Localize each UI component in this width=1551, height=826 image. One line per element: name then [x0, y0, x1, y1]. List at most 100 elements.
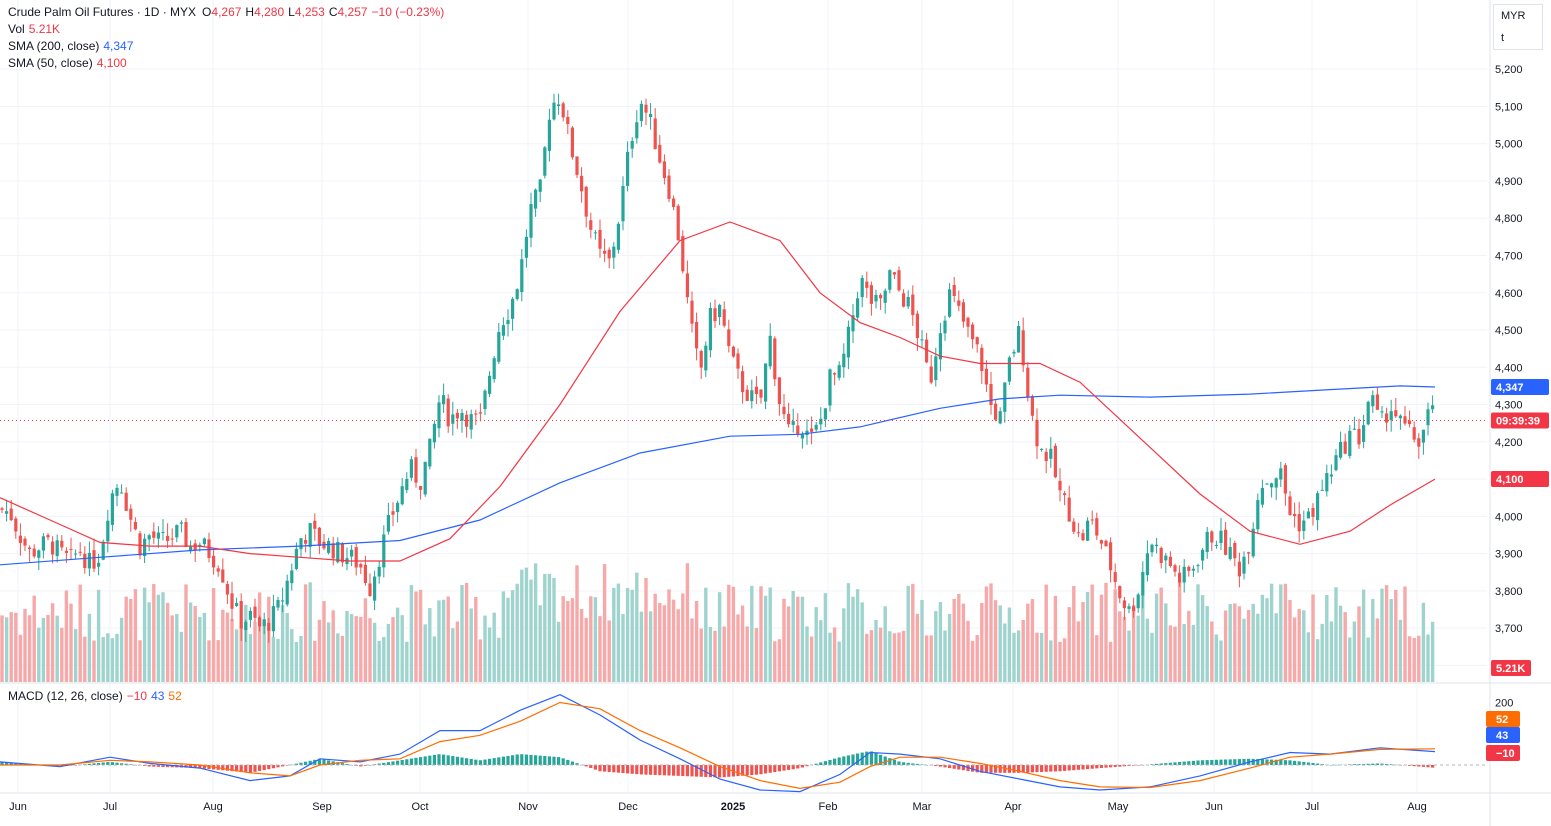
- candle-body: [718, 304, 722, 318]
- candle-body: [37, 550, 41, 558]
- volume-bar: [1343, 612, 1347, 682]
- y-tick-label: 3,800: [1495, 586, 1523, 598]
- candle-body: [92, 550, 96, 569]
- volume-bar: [211, 587, 216, 682]
- candle-body: [1141, 572, 1145, 596]
- candle-body: [175, 525, 179, 538]
- macd-hist-value: −10: [126, 689, 148, 703]
- volume-bar: [575, 565, 579, 682]
- volume-bar: [451, 628, 455, 682]
- legend-volume[interactable]: Vol 5.21K: [8, 21, 448, 38]
- volume-bar: [975, 635, 979, 682]
- y-tick-label: 5,200: [1495, 64, 1523, 76]
- candle-body: [833, 373, 837, 375]
- macd-histogram-bar: [147, 765, 151, 767]
- x-tick-label: May: [1108, 801, 1129, 813]
- candle-body: [60, 540, 64, 548]
- macd-histogram-bar: [598, 765, 602, 772]
- candle-body: [41, 536, 45, 551]
- volume-bar: [1095, 635, 1099, 682]
- y-tick-label: 5,100: [1495, 101, 1523, 113]
- legend-sma50[interactable]: SMA (50, close) 4,100: [8, 55, 448, 72]
- volume-bar: [1348, 637, 1352, 682]
- macd-legend[interactable]: MACD (12, 26, close) −10 43 52: [8, 688, 186, 705]
- candle-body: [299, 538, 303, 550]
- volume-bar: [1403, 586, 1407, 682]
- volume-bar: [823, 593, 828, 682]
- volume-bar: [1421, 602, 1426, 682]
- candle-body: [138, 533, 142, 556]
- macd-histogram-bar: [1118, 765, 1122, 767]
- macd-histogram-bar: [704, 765, 708, 777]
- candle-body: [405, 478, 409, 491]
- volume-bar: [897, 632, 901, 682]
- macd-histogram-bar: [359, 765, 363, 767]
- volume-bar: [1136, 615, 1140, 682]
- macd-histogram-bar: [961, 765, 965, 771]
- volume-bar: [262, 618, 266, 682]
- candle-body: [1127, 606, 1131, 609]
- candle-body: [1311, 508, 1315, 517]
- macd-histogram-bar: [1431, 765, 1435, 768]
- volume-bar: [556, 621, 561, 682]
- legend-sma200[interactable]: SMA (200, close) 4,347: [8, 38, 448, 55]
- volume-bar: [1182, 623, 1186, 682]
- macd-histogram-bar: [552, 756, 556, 765]
- volume-bar: [1315, 639, 1320, 682]
- volume-bar: [1145, 618, 1150, 682]
- time-axis[interactable]: Jun Jul Aug Sep Oct Nov Dec 2025 Feb Mar Apr May Jun…: [9, 801, 1427, 813]
- volume-bar: [1072, 586, 1076, 682]
- volume-bar: [1016, 630, 1021, 682]
- volume-bar: [14, 612, 18, 682]
- candle-body: [1164, 555, 1168, 561]
- currency-selector[interactable]: MYR t: [1493, 4, 1543, 50]
- candle-body: [156, 532, 160, 539]
- macd-histogram-bar: [235, 765, 239, 772]
- candle-body: [207, 539, 211, 559]
- volume-bar: [1035, 632, 1039, 682]
- macd-histogram-bar: [363, 765, 367, 766]
- candle-body: [354, 547, 358, 568]
- candle-body: [115, 487, 119, 496]
- candle-body: [1339, 441, 1343, 458]
- candle-body: [501, 325, 505, 336]
- macd-histogram-bar: [920, 764, 924, 765]
- volume-bar: [828, 632, 832, 682]
- candle-body: [1145, 553, 1149, 576]
- macd-histogram-bar: [1136, 765, 1140, 766]
- candle-body: [520, 259, 524, 292]
- candle-body: [1329, 474, 1333, 477]
- candle-body: [1256, 500, 1260, 530]
- volume-bar: [290, 629, 294, 682]
- candle-body: [580, 175, 584, 192]
- macd-histogram-bar: [911, 763, 915, 765]
- macd-histogram-bar: [626, 765, 630, 774]
- candle-body: [1017, 326, 1021, 353]
- candle-body: [1283, 465, 1287, 494]
- volume-bar: [1412, 637, 1416, 682]
- candle-body: [892, 272, 896, 275]
- macd-histogram-bar: [837, 757, 841, 765]
- sma50-line: [0, 221, 1436, 562]
- candle-body: [1067, 497, 1071, 522]
- candle-body: [1247, 552, 1251, 554]
- sma50-value: 4,100: [96, 56, 127, 70]
- price-axis[interactable]: 3,6003,7003,8003,9004,0004,1004,2004,300…: [1495, 64, 1523, 709]
- y-tick-label: 3,900: [1495, 549, 1523, 561]
- candle-body: [1320, 489, 1324, 491]
- macd-histogram-bar: [800, 765, 804, 768]
- legend-ohlc[interactable]: Crude Palm Oil Futures · 1D · MYX O4,267 H…: [8, 4, 448, 21]
- macd-histogram-bar: [1196, 760, 1200, 765]
- candle-body: [18, 535, 22, 543]
- candle-body: [662, 161, 666, 179]
- macd-histogram-bar: [869, 751, 873, 765]
- candle-body: [212, 555, 216, 568]
- macd-histogram-bar: [87, 763, 91, 765]
- candle-body: [727, 329, 731, 347]
- volume-bar: [1044, 584, 1048, 682]
- candle-body: [428, 438, 432, 467]
- volume-bar: [271, 636, 276, 682]
- volume-bar: [1260, 594, 1265, 682]
- volume-bar: [552, 578, 556, 682]
